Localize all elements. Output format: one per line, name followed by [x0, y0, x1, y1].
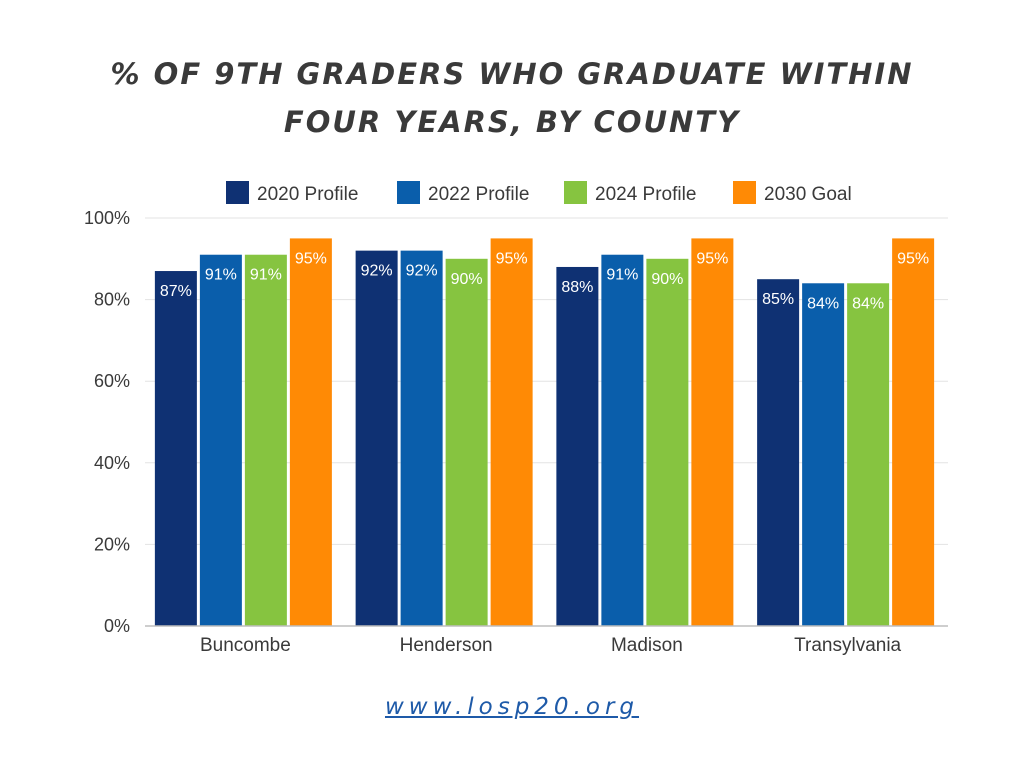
bar: [355, 250, 398, 626]
bar: [154, 271, 197, 626]
legend-item: 2020 Profile: [226, 181, 358, 205]
legend-label: 2020 Profile: [257, 184, 358, 205]
y-tick-label: 80%: [94, 290, 130, 310]
legend-label: 2030 Goal: [764, 184, 852, 205]
bar: [199, 254, 242, 626]
bar: [400, 250, 443, 626]
bar-data-label: 90%: [651, 271, 683, 288]
x-tick-label: Buncombe: [200, 635, 291, 656]
bar-data-label: 95%: [295, 250, 327, 267]
legend-swatch: [564, 181, 587, 204]
bar-data-label: 85%: [762, 291, 794, 308]
bar: [892, 238, 935, 626]
bar: [445, 258, 488, 626]
bar-data-label: 92%: [361, 263, 393, 280]
bar-data-label: 91%: [606, 267, 638, 284]
bar: [757, 279, 800, 626]
y-tick-label: 60%: [94, 371, 130, 391]
legend-label: 2022 Profile: [428, 184, 529, 205]
y-tick-label: 100%: [84, 208, 130, 228]
x-tick-label: Transylvania: [794, 635, 901, 656]
bar-data-label: 95%: [696, 250, 728, 267]
legend-item: 2022 Profile: [397, 181, 529, 205]
legend: 2020 Profile 2022 Profile 2024 Profile 2030…: [226, 181, 852, 205]
y-tick-label: 20%: [94, 534, 130, 554]
legend-swatch: [397, 181, 420, 204]
bar-data-label: 91%: [205, 267, 237, 284]
x-tick-label: Madison: [611, 635, 683, 656]
bar-data-label: 87%: [160, 283, 192, 300]
bar-data-label: 95%: [897, 250, 929, 267]
legend-swatch: [733, 181, 756, 204]
bar: [601, 254, 644, 626]
chart-title: % OF 9TH GRADERS WHO GRADUATE WITHIN FOU…: [110, 57, 914, 139]
legend-label: 2024 Profile: [595, 184, 696, 205]
y-tick-label: 40%: [94, 453, 130, 473]
bar-data-label: 91%: [250, 267, 282, 284]
legend-item: 2030 Goal: [733, 181, 852, 205]
bar: [847, 283, 890, 626]
bar: [556, 266, 599, 626]
bar: [490, 238, 533, 626]
bar: [802, 283, 845, 626]
bar-data-label: 95%: [496, 250, 528, 267]
legend-swatch: [226, 181, 249, 204]
bar-data-label: 84%: [807, 295, 839, 312]
x-tick-label: Henderson: [400, 635, 493, 656]
bar: [646, 258, 689, 626]
y-tick-label: 0%: [104, 616, 130, 636]
bar: [244, 254, 287, 626]
bar-data-label: 90%: [451, 271, 483, 288]
bar-data-label: 88%: [561, 279, 593, 296]
website-link[interactable]: www.losp20.org: [384, 694, 640, 720]
bars: [154, 238, 935, 626]
bar: [691, 238, 734, 626]
bar-data-label: 84%: [852, 295, 884, 312]
bar-data-label: 92%: [406, 263, 438, 280]
bar-data-labels: 87% 91% 91% 95% 92% 92% 90% 95% 88% 91% 90% 95% 85% 8…: [160, 250, 929, 312]
x-axis-category-labels: Buncombe Henderson Madison Transylvania: [200, 635, 902, 656]
legend-item: 2024 Profile: [564, 181, 696, 205]
y-axis-tick-labels: 0% 20% 40% 60% 80% 100%: [84, 208, 130, 636]
bar: [289, 238, 332, 626]
